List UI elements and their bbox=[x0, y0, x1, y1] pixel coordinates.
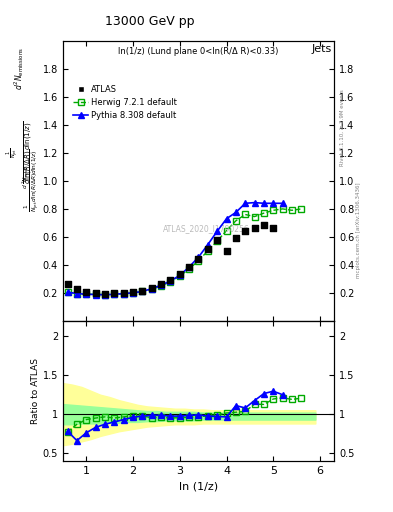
X-axis label: ln (1/z): ln (1/z) bbox=[179, 481, 218, 491]
Point bbox=[149, 284, 155, 292]
Text: ln(1/z) (Lund plane 0<ln(R/Δ R)<0.33): ln(1/z) (Lund plane 0<ln(R/Δ R)<0.33) bbox=[118, 47, 279, 56]
Text: Rivet 3.1.10, ≥ 2.9M events: Rivet 3.1.10, ≥ 2.9M events bbox=[340, 90, 345, 166]
Text: Jets: Jets bbox=[311, 44, 331, 54]
Point bbox=[176, 270, 183, 278]
Point bbox=[242, 226, 248, 234]
Point bbox=[167, 275, 174, 284]
Point bbox=[223, 247, 230, 255]
Text: mcplots.cern.ch [arXiv:1306.3436]: mcplots.cern.ch [arXiv:1306.3436] bbox=[356, 183, 361, 278]
Point bbox=[121, 289, 127, 297]
Point bbox=[83, 288, 89, 296]
Point bbox=[111, 289, 118, 297]
Point bbox=[64, 280, 71, 288]
Point bbox=[102, 289, 108, 297]
Point bbox=[158, 281, 164, 289]
Legend: ATLAS, Herwig 7.2.1 default, Pythia 8.308 default: ATLAS, Herwig 7.2.1 default, Pythia 8.30… bbox=[70, 81, 181, 123]
Point bbox=[252, 224, 258, 232]
Point bbox=[195, 254, 202, 263]
Point bbox=[214, 237, 220, 245]
Point bbox=[186, 263, 192, 271]
Point bbox=[92, 289, 99, 297]
Text: $d^2 N_\mathrm{emissions}$: $d^2 N_\mathrm{emissions}$ bbox=[13, 47, 26, 90]
Point bbox=[74, 285, 80, 293]
Text: ATLAS_2020_I1790256: ATLAS_2020_I1790256 bbox=[163, 224, 250, 233]
Y-axis label: $\frac{1}{N_\mathrm{jet}}\frac{d^2 N_\mathrm{emis.}}{d\ln(R/\Delta R)d\ln(1/z)}$: $\frac{1}{N_\mathrm{jet}}\frac{d^2 N_\ma… bbox=[21, 150, 41, 212]
Point bbox=[233, 234, 239, 242]
Point bbox=[261, 221, 267, 229]
Text: 13000 GeV pp: 13000 GeV pp bbox=[105, 15, 194, 28]
Point bbox=[130, 288, 136, 296]
Point bbox=[139, 287, 145, 295]
Point bbox=[205, 245, 211, 253]
Point bbox=[270, 224, 276, 232]
Text: $\frac{1}{N_\mathrm{jet}}$
$\overline{d\ln(R/\Delta R)\,d\ln(1/z)}$: $\frac{1}{N_\mathrm{jet}}$ $\overline{d\… bbox=[5, 121, 34, 184]
Y-axis label: Ratio to ATLAS: Ratio to ATLAS bbox=[31, 358, 40, 424]
